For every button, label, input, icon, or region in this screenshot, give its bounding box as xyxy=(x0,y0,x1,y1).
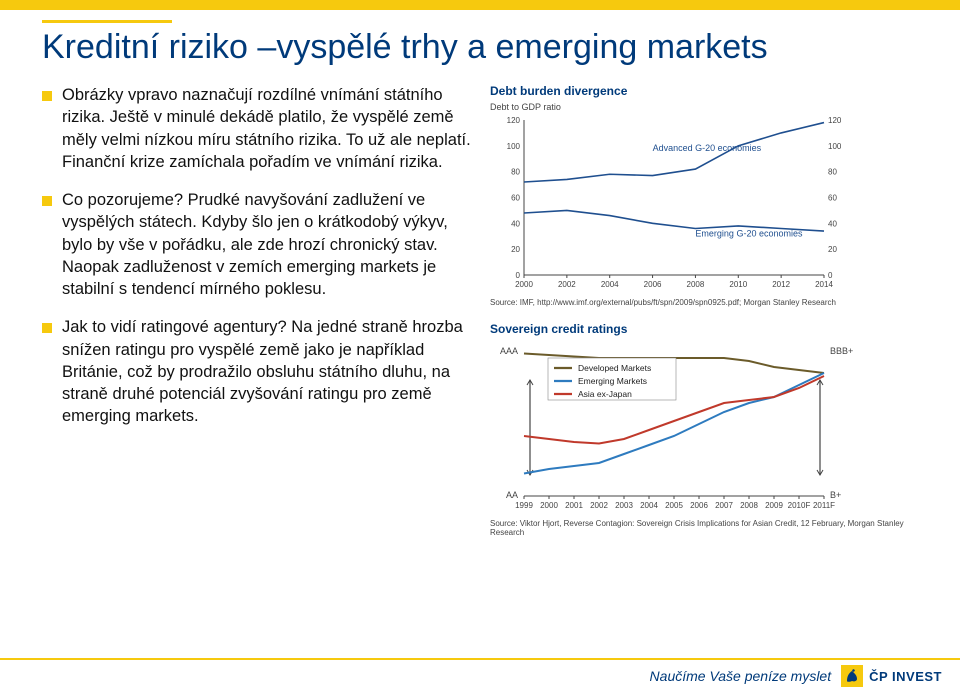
list-item: Jak to vidí ratingové agentury? Na jedné… xyxy=(42,316,472,427)
chart2-source: Source: Viktor Hjort, Reverse Contagion:… xyxy=(490,519,920,538)
bullet-icon xyxy=(42,91,52,101)
chart2-svg: 1999 2000 2001 2002 2003 2004 2005 2006 2007 2008… xyxy=(490,340,858,516)
footer: Naučíme Vaše peníze myslet ČP INVEST xyxy=(0,658,960,692)
top-accent-bar xyxy=(0,0,960,10)
svg-text:2008: 2008 xyxy=(687,280,705,289)
bullet-icon xyxy=(42,196,52,206)
svg-text:2008: 2008 xyxy=(740,501,758,510)
page-title: Kreditní riziko –vyspělé trhy a emerging… xyxy=(42,28,768,67)
svg-text:40: 40 xyxy=(511,219,520,228)
list-item: Obrázky vpravo naznačují rozdílné vnímán… xyxy=(42,84,472,173)
chart1-subtitle: Debt to GDP ratio xyxy=(490,102,920,112)
brand-logo: ČP INVEST xyxy=(841,665,942,687)
svg-text:2002: 2002 xyxy=(558,280,576,289)
svg-text:2006: 2006 xyxy=(644,280,662,289)
svg-text:100: 100 xyxy=(507,142,521,151)
svg-text:AA: AA xyxy=(506,490,518,500)
chart2-title: Sovereign credit ratings xyxy=(490,322,920,336)
svg-text:2004: 2004 xyxy=(601,280,619,289)
svg-text:120: 120 xyxy=(507,116,521,125)
svg-text:2000: 2000 xyxy=(515,280,533,289)
bullet-text: Obrázky vpravo naznačují rozdílné vnímán… xyxy=(62,84,472,173)
svg-text:AAA: AAA xyxy=(500,346,518,356)
svg-text:2011F: 2011F xyxy=(813,501,835,510)
svg-text:2005: 2005 xyxy=(665,501,683,510)
ratings-chart: Sovereign credit ratings 1999 2000 2001 200… xyxy=(490,322,920,538)
svg-text:Developed Markets: Developed Markets xyxy=(578,363,651,373)
svg-text:BBB+: BBB+ xyxy=(830,346,853,356)
svg-text:80: 80 xyxy=(511,168,520,177)
svg-text:60: 60 xyxy=(511,194,520,203)
lion-icon xyxy=(841,665,863,687)
svg-text:60: 60 xyxy=(828,194,837,203)
svg-text:2010: 2010 xyxy=(729,280,747,289)
bullet-list: Obrázky vpravo naznačují rozdílné vnímán… xyxy=(42,84,472,444)
svg-text:Emerging G-20 economies: Emerging G-20 economies xyxy=(695,228,803,238)
footer-tagline: Naučíme Vaše peníze myslet xyxy=(650,668,832,684)
title-accent xyxy=(42,20,172,23)
svg-text:2000: 2000 xyxy=(540,501,558,510)
svg-text:2007: 2007 xyxy=(715,501,733,510)
svg-text:2009: 2009 xyxy=(765,501,783,510)
charts-column: Debt burden divergence Debt to GDP ratio… xyxy=(490,84,920,538)
svg-text:20: 20 xyxy=(828,245,837,254)
svg-text:20: 20 xyxy=(511,245,520,254)
svg-text:1999: 1999 xyxy=(515,501,533,510)
svg-text:Asia ex-Japan: Asia ex-Japan xyxy=(578,389,632,399)
svg-text:Emerging Markets: Emerging Markets xyxy=(578,376,647,386)
svg-text:2004: 2004 xyxy=(640,501,658,510)
svg-text:2006: 2006 xyxy=(690,501,708,510)
chart1-svg: 0 0 20 20 40 40 60 60 80 80 100 100 120 120 2000 2002 20… xyxy=(490,114,858,295)
brand-text: ČP INVEST xyxy=(869,669,942,684)
svg-text:2001: 2001 xyxy=(565,501,583,510)
svg-text:2012: 2012 xyxy=(772,280,790,289)
bullet-text: Co pozorujeme? Prudké navyšování zadluže… xyxy=(62,189,472,300)
chart1-title: Debt burden divergence xyxy=(490,84,920,98)
svg-text:120: 120 xyxy=(828,116,842,125)
chart1-source: Source: IMF, http://www.imf.org/external… xyxy=(490,298,920,308)
svg-text:40: 40 xyxy=(828,219,837,228)
svg-text:2003: 2003 xyxy=(615,501,633,510)
svg-text:80: 80 xyxy=(828,168,837,177)
svg-text:2002: 2002 xyxy=(590,501,608,510)
svg-text:2014: 2014 xyxy=(815,280,833,289)
svg-text:B+: B+ xyxy=(830,490,841,500)
debt-chart: Debt burden divergence Debt to GDP ratio… xyxy=(490,84,920,308)
list-item: Co pozorujeme? Prudké navyšování zadluže… xyxy=(42,189,472,300)
bullet-icon xyxy=(42,323,52,333)
svg-text:2010F: 2010F xyxy=(788,501,811,510)
svg-text:Advanced G-20 economies: Advanced G-20 economies xyxy=(653,143,762,153)
bullet-text: Jak to vidí ratingové agentury? Na jedné… xyxy=(62,316,472,427)
svg-text:0: 0 xyxy=(828,271,833,280)
svg-text:100: 100 xyxy=(828,142,842,151)
svg-text:0: 0 xyxy=(516,271,521,280)
